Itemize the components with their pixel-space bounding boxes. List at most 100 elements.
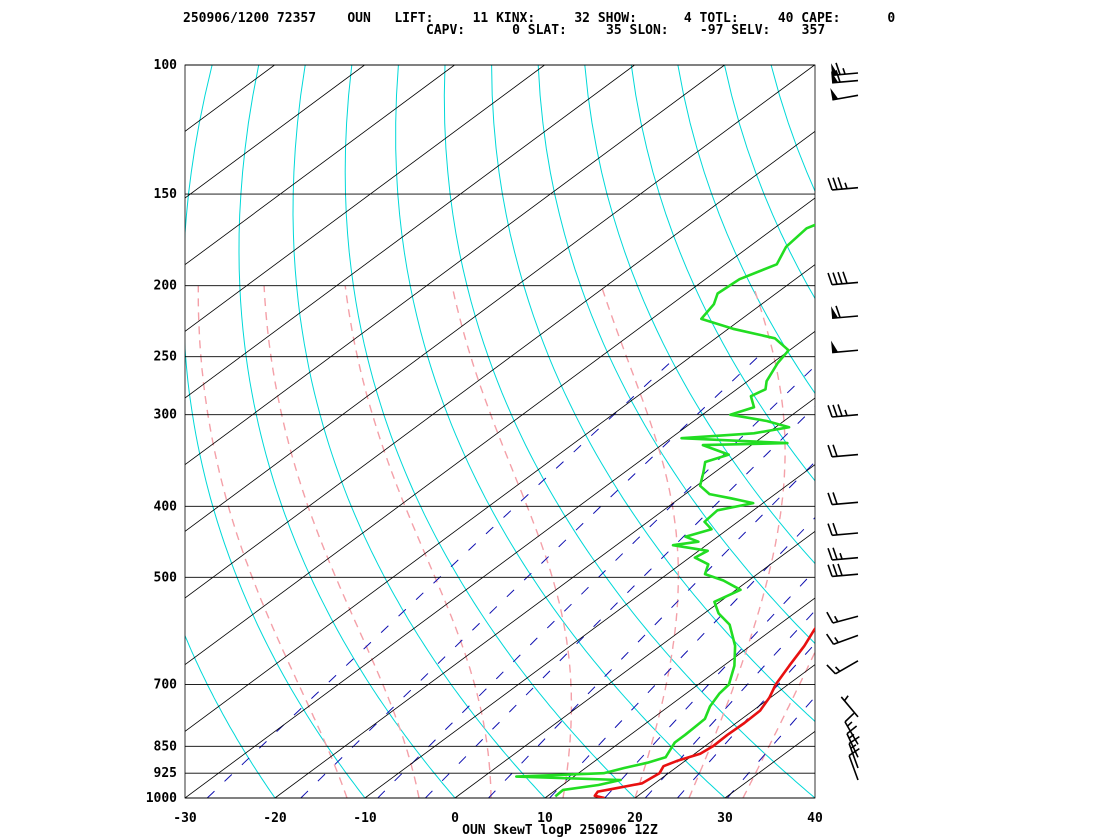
- pressure-tick-label: 100: [154, 58, 178, 73]
- wind-barb-half-flag: [839, 552, 843, 560]
- pressure-tick-labels: 100 150 200 250 300 400 500 700 850 925 1000: [146, 58, 177, 806]
- wind-barb-flag: [835, 62, 841, 75]
- temperature-tick-label: 20: [627, 811, 643, 826]
- isotherm-line: [185, 197, 815, 666]
- plot-frame: [184, 64, 816, 799]
- moist-adiabat-line: [600, 285, 680, 798]
- pressure-tick-label: 500: [154, 570, 178, 585]
- wind-barb-flag: [835, 70, 841, 83]
- wind-barb-half-flag: [848, 733, 855, 739]
- wind-barb: [831, 62, 859, 77]
- wind-barb: [827, 522, 859, 537]
- wind-barb-flag: [827, 492, 833, 505]
- wind-barb-pennant: [831, 340, 839, 353]
- pressure-tick-label: 400: [154, 499, 178, 514]
- wind-barb-flag: [826, 664, 837, 675]
- mixing-ratio-line: [206, 356, 677, 798]
- moist-adiabats: [197, 285, 815, 798]
- dry-adiabat-line: [1004, 65, 1120, 798]
- wind-barb: [827, 444, 859, 458]
- profile-traces: [515, 223, 815, 798]
- wind-barb: [827, 177, 859, 191]
- isotherm-line: [185, 65, 545, 332]
- header-line-1: 250906/1200 72357 OUN LIFT: 11 KINX: 32 …: [183, 11, 895, 26]
- wind-barb: [826, 660, 859, 675]
- isotherm-line: [185, 65, 815, 532]
- temperature-tick-label: 10: [537, 811, 553, 826]
- moist-adiabat-line: [451, 285, 573, 798]
- mixing-ratio-line: [488, 461, 815, 798]
- wind-barb-shaft: [840, 696, 859, 718]
- dry-adiabat-line: [770, 65, 815, 193]
- wind-barb-flag: [846, 725, 858, 735]
- temperature-tick-labels: -30 -20 -10 0 10 20 30 40: [173, 811, 823, 826]
- wind-barb-flag: [827, 547, 833, 561]
- isotherm-line: [185, 65, 455, 266]
- dry-adiabat-line: [630, 65, 815, 482]
- temperature-trace: [593, 626, 815, 798]
- moist-adiabat-line: [688, 285, 786, 798]
- wind-barb: [827, 563, 859, 578]
- isotherm-line: [185, 65, 635, 399]
- wind-barb: [827, 271, 859, 286]
- dry-adiabats: [185, 65, 1120, 798]
- wind-barb-flag: [837, 271, 843, 285]
- isotherm-line: [814, 797, 815, 798]
- isotherm-line: [634, 664, 815, 798]
- pressure-tick-label: 300: [154, 408, 178, 423]
- temperature-tick-label: -30: [173, 811, 197, 826]
- isotherm-line: [185, 65, 725, 466]
- mixing-ratio-line: [604, 569, 815, 798]
- moist-adiabat-line: [263, 285, 420, 798]
- wind-barb-flag: [832, 404, 838, 417]
- wind-barb-flag: [837, 404, 843, 417]
- dry-adiabat-line: [292, 65, 546, 798]
- isotherm-line: [185, 65, 275, 132]
- moist-adiabat-line: [742, 650, 815, 798]
- wind-barb-flag: [832, 272, 838, 285]
- isotherm-line: [185, 65, 365, 199]
- mixing-ratio-line: [425, 405, 815, 798]
- wind-barb: [831, 305, 859, 320]
- wind-barb-shaft: [835, 660, 859, 675]
- wind-barb: [831, 70, 859, 84]
- wind-barb-pennant: [830, 88, 839, 100]
- dry-adiabat-line: [864, 65, 1120, 798]
- wind-barb-flag: [837, 177, 843, 190]
- isotherm-line: [274, 397, 815, 798]
- pressure-tick-label: 1000: [146, 791, 177, 806]
- temperature-tick-label: -10: [353, 811, 377, 826]
- wind-barb-flag: [827, 444, 833, 458]
- wind-barb-half-flag: [846, 721, 853, 727]
- wind-barb-flag: [835, 305, 841, 318]
- wind-barb-half-flag: [844, 409, 848, 416]
- wind-barb-half-flag: [843, 695, 849, 702]
- wind-barb: [844, 712, 859, 745]
- dry-adiabat-line: [344, 65, 636, 798]
- wind-barb: [840, 695, 859, 718]
- wind-barb-pennant: [831, 70, 839, 83]
- wind-barb-flag: [844, 712, 855, 723]
- wind-barb: [826, 611, 859, 624]
- isotherm-line: [185, 330, 815, 798]
- isotherm-line: [905, 65, 1120, 798]
- wind-barb-half-flag: [850, 744, 857, 749]
- wind-barb-half-flag: [842, 68, 846, 75]
- isotherm-line: [185, 130, 815, 599]
- wind-barb-flag: [827, 564, 833, 577]
- mixing-ratio-line: [644, 609, 815, 798]
- dry-adiabat-line: [818, 65, 1120, 798]
- wind-barb-half-flag: [844, 182, 848, 189]
- wind-barb-flag: [848, 735, 860, 745]
- pressure-tick-label: 150: [154, 187, 178, 202]
- wind-barb: [827, 547, 859, 561]
- wind-barb: [848, 747, 860, 781]
- dry-adiabat-line: [1097, 65, 1120, 798]
- wind-barb-pennant: [831, 306, 839, 319]
- dry-adiabat-line: [185, 634, 276, 798]
- wind-barb: [846, 725, 859, 758]
- wind-barb-shaft: [848, 755, 859, 781]
- mixing-ratio-line: [726, 696, 815, 798]
- wind-barb: [827, 404, 859, 418]
